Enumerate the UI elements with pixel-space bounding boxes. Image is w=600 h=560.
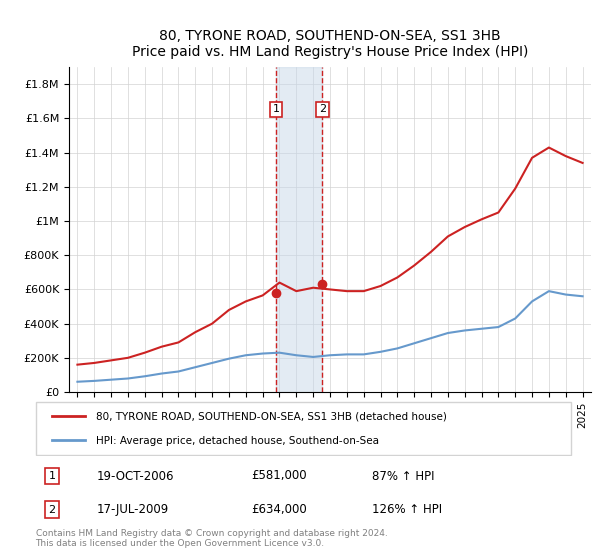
Title: 80, TYRONE ROAD, SOUTHEND-ON-SEA, SS1 3HB
Price paid vs. HM Land Registry's Hous: 80, TYRONE ROAD, SOUTHEND-ON-SEA, SS1 3H… (132, 29, 528, 59)
Bar (276, 67, 322, 392)
Text: Contains HM Land Registry data © Crown copyright and database right 2024.
This d: Contains HM Land Registry data © Crown c… (35, 529, 387, 548)
Text: 17-JUL-2009: 17-JUL-2009 (96, 503, 169, 516)
Text: 80, TYRONE ROAD, SOUTHEND-ON-SEA, SS1 3HB (detached house): 80, TYRONE ROAD, SOUTHEND-ON-SEA, SS1 3H… (96, 411, 447, 421)
Text: 2: 2 (49, 505, 56, 515)
Text: 1: 1 (272, 104, 280, 114)
Text: HPI: Average price, detached house, Southend-on-Sea: HPI: Average price, detached house, Sout… (96, 436, 379, 446)
FancyBboxPatch shape (35, 402, 571, 455)
Text: 19-OCT-2006: 19-OCT-2006 (96, 469, 174, 483)
Text: 2: 2 (319, 104, 326, 114)
Text: 126% ↑ HPI: 126% ↑ HPI (372, 503, 442, 516)
Text: £581,000: £581,000 (251, 469, 307, 483)
Text: 87% ↑ HPI: 87% ↑ HPI (372, 469, 435, 483)
Text: £634,000: £634,000 (251, 503, 307, 516)
Text: 1: 1 (49, 471, 56, 481)
